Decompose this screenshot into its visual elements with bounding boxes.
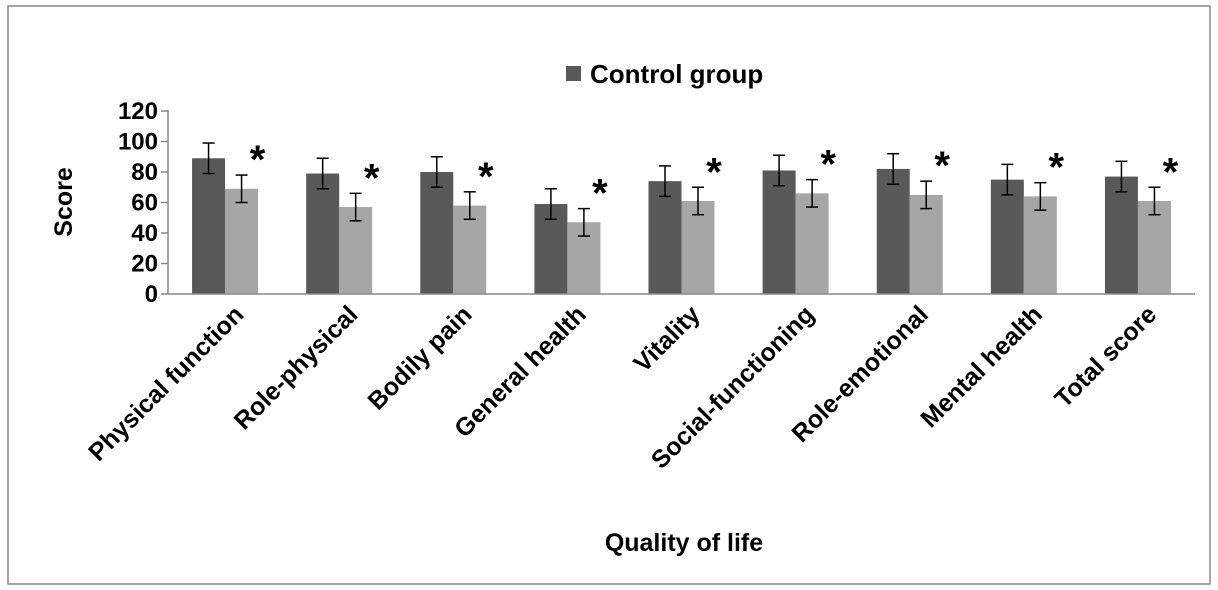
- bar-series-1-4: [681, 200, 715, 294]
- y-tick-label: 40: [131, 220, 158, 247]
- significance-star: *: [1163, 150, 1179, 194]
- significance-star: *: [706, 150, 722, 194]
- bar-series-1-6: [909, 194, 943, 294]
- bar-series-1-5: [795, 193, 829, 294]
- y-tick-label: 100: [118, 129, 158, 156]
- error-bar-series-0-1: [316, 157, 329, 190]
- bar-series-0-0: [192, 158, 226, 294]
- error-bar-series-1-5: [806, 178, 819, 208]
- significance-star: *: [820, 143, 836, 187]
- y-axis-title: Score: [50, 167, 78, 237]
- significance-star: *: [250, 138, 266, 182]
- chart-frame: [7, 5, 1211, 585]
- bar-series-1-1: [339, 207, 373, 294]
- y-tick-label: 120: [118, 98, 158, 125]
- bar-series-0-6: [876, 168, 910, 294]
- error-bar-series-0-5: [773, 154, 786, 187]
- significance-star: *: [1049, 146, 1065, 190]
- error-bar-series-0-4: [659, 165, 671, 198]
- y-tick-label: 0: [145, 281, 158, 308]
- significance-star: *: [934, 144, 950, 188]
- bar-series-0-7: [990, 179, 1024, 294]
- y-tick-label: 80: [131, 159, 158, 186]
- error-bar-series-1-2: [463, 191, 476, 221]
- x-axis-title: Quality of life: [605, 529, 763, 557]
- bar-series-0-8: [1104, 176, 1138, 294]
- error-bar-series-1-7: [1034, 181, 1047, 211]
- significance-star: *: [478, 155, 494, 199]
- significance-star: *: [592, 172, 608, 216]
- bar-series-1-0: [225, 188, 259, 294]
- significance-marks: * * * * * * * * *: [250, 138, 1179, 216]
- bar-series-0-2: [420, 172, 454, 294]
- error-bar-series-1-4: [692, 186, 704, 216]
- error-bar-series-0-0: [202, 142, 215, 175]
- error-bar-series-1-3: [577, 207, 590, 237]
- y-tick-label: 20: [131, 251, 158, 278]
- error-bar-series-0-7: [1001, 163, 1014, 196]
- y-axis-ticks: 0 20 40 60 80 100 120: [118, 98, 168, 308]
- error-bar-series-1-6: [920, 180, 933, 210]
- error-bars: [202, 142, 1161, 237]
- error-bar-series-1-8: [1148, 186, 1161, 216]
- error-bar-series-0-6: [887, 152, 900, 185]
- significance-star: *: [364, 156, 380, 200]
- legend: Control group: [566, 59, 763, 89]
- bar-series-1-7: [1023, 196, 1057, 294]
- bars: [192, 158, 1171, 294]
- bar-series-1-2: [453, 205, 487, 294]
- bar-series-0-5: [762, 170, 796, 294]
- legend-swatch-control-group: [566, 66, 581, 81]
- bar-series-1-8: [1137, 200, 1171, 294]
- error-bar-series-0-2: [430, 156, 443, 188]
- legend-label-control-group: Control group: [590, 59, 763, 89]
- bar-series-0-1: [306, 173, 340, 294]
- bar-series-0-4: [648, 181, 682, 294]
- error-bar-series-0-8: [1115, 160, 1128, 193]
- error-bar-series-0-3: [544, 188, 557, 221]
- error-bar-series-1-1: [349, 192, 362, 222]
- error-bar-series-1-0: [235, 174, 248, 204]
- y-tick-label: 60: [131, 190, 158, 217]
